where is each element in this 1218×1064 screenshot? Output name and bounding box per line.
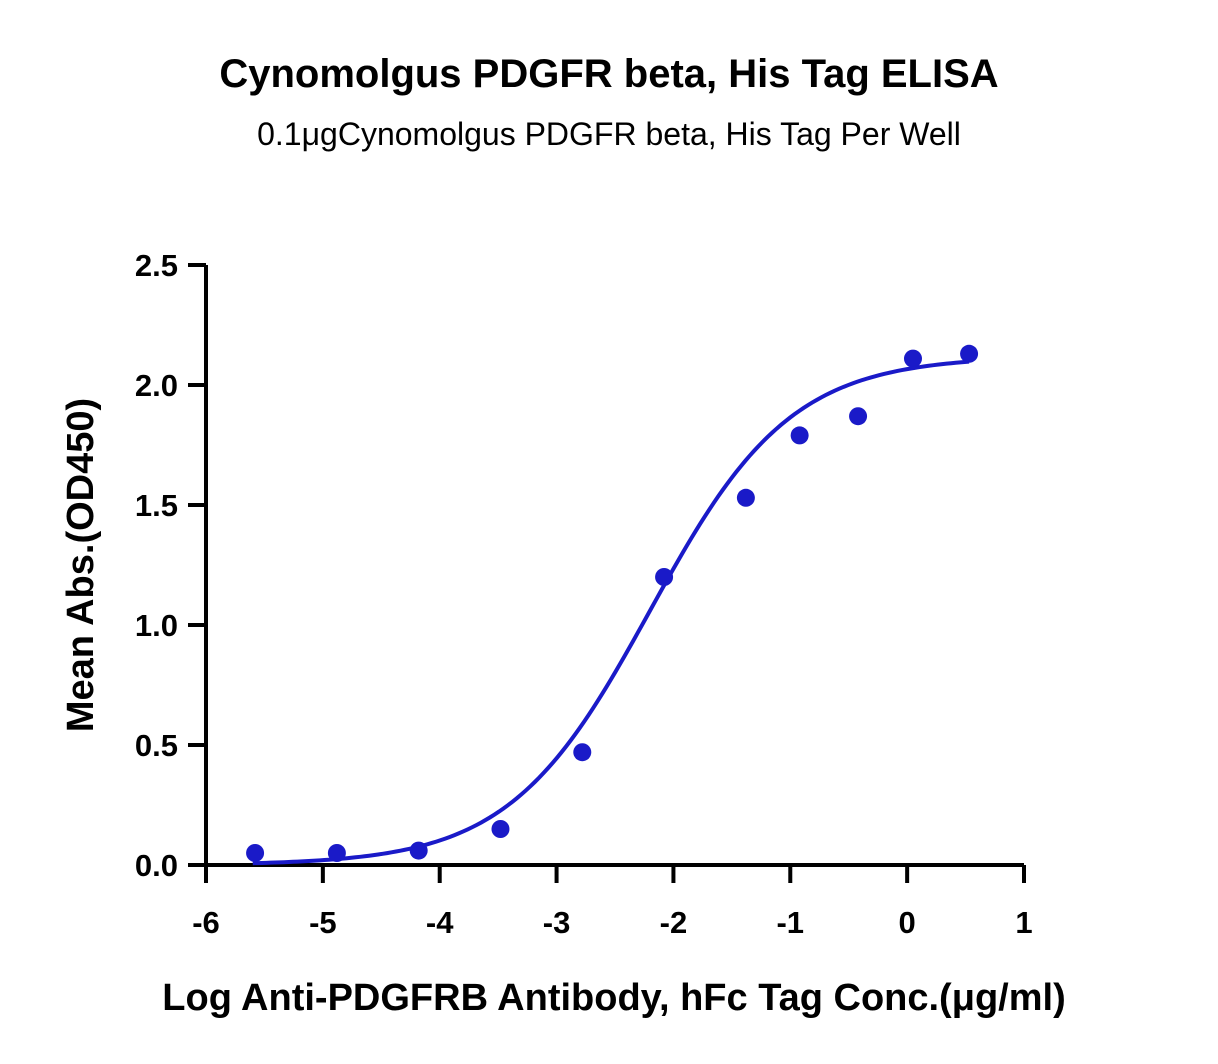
x-tick-label: 1 xyxy=(1015,905,1032,940)
data-point xyxy=(409,841,428,860)
fit-curve-layer xyxy=(252,359,970,866)
data-point xyxy=(849,407,868,426)
x-tick-label: -6 xyxy=(192,905,220,940)
fit-curve xyxy=(252,359,970,866)
data-point xyxy=(246,844,265,862)
x-tick-label: -3 xyxy=(543,905,571,940)
x-tick-label: -4 xyxy=(426,905,454,940)
x-tick-label: 0 xyxy=(899,905,916,940)
data-point xyxy=(655,568,674,586)
data-points-layer xyxy=(246,344,979,862)
x-tick-label: -5 xyxy=(309,905,337,940)
data-point xyxy=(573,743,592,762)
x-tick-label: -1 xyxy=(776,905,804,940)
y-tick-label: 1.5 xyxy=(135,488,178,523)
y-tick-label: 2.0 xyxy=(135,368,178,403)
chart-subtitle: 0.1μgCynomolgus PDGFR beta, His Tag Per … xyxy=(257,116,961,152)
axes: -6 -5 -4 -3 -2 -1 0 1 0.0 0.5 1.0 1.5 2.0 2.5 xyxy=(135,248,1033,940)
data-point xyxy=(903,349,922,368)
x-tick-label: -2 xyxy=(660,905,688,940)
data-point xyxy=(736,488,755,507)
data-point xyxy=(790,426,809,445)
x-axis-title: Log Anti-PDGFRB Antibody, hFc Tag Conc.(… xyxy=(162,977,1065,1019)
data-point xyxy=(960,344,979,363)
y-tick-label: 1.0 xyxy=(135,608,178,643)
y-tick-label: 0.5 xyxy=(135,728,178,763)
data-point xyxy=(491,820,510,838)
y-tick-label: 2.5 xyxy=(135,248,178,283)
y-tick-label: 0.0 xyxy=(135,848,178,883)
y-axis-title: Mean Abs.(OD450) xyxy=(60,398,102,732)
data-point xyxy=(327,844,346,862)
chart-title: Cynomolgus PDGFR beta, His Tag ELISA xyxy=(219,52,999,96)
